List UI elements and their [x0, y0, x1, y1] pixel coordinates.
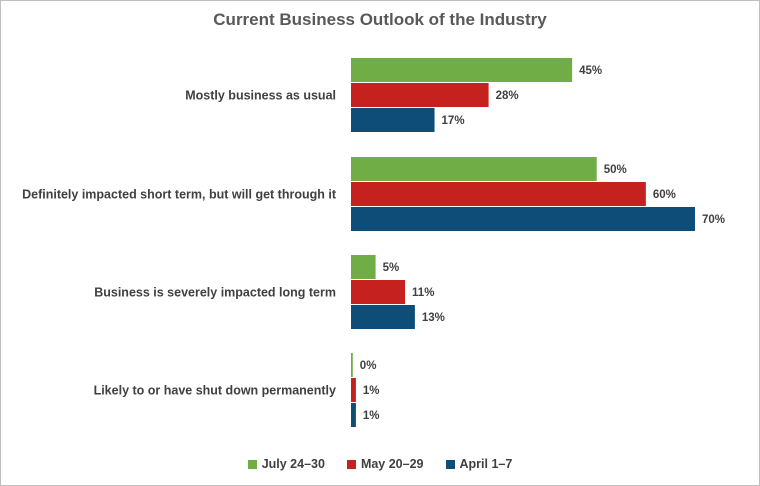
bar: [351, 83, 489, 107]
bar-value-label: 17%: [442, 115, 465, 127]
bar-value-label: 1%: [363, 410, 380, 422]
legend-swatch: [445, 459, 455, 469]
bar: [351, 403, 356, 427]
bar: [351, 255, 376, 279]
chart-legend: July 24–30 May 20–29 April 1–7: [0, 457, 760, 471]
bar-value-label: 5%: [383, 262, 400, 274]
category-label: Definitely impacted short term, but will…: [22, 188, 337, 202]
bar-value-label: 45%: [579, 65, 602, 77]
bar-value-label: 70%: [702, 214, 725, 226]
legend-label: July 24–30: [261, 457, 325, 471]
bar-value-label: 0%: [360, 360, 377, 372]
bar-value-label: 11%: [412, 287, 434, 299]
legend-label: May 20–29: [360, 457, 424, 471]
bar: [351, 305, 415, 329]
bar: [351, 157, 597, 181]
legend-item: April 1–7: [445, 457, 513, 471]
bar: [351, 378, 356, 402]
bar-value-label: 50%: [604, 164, 627, 176]
bar: [351, 353, 353, 377]
bar-value-label: 60%: [653, 189, 676, 201]
legend-item: July 24–30: [247, 457, 325, 471]
chart-title: Current Business Outlook of the Industry: [213, 10, 547, 29]
category-label: Likely to or have shut down permanently: [94, 384, 336, 398]
category-label: Business is severely impacted long term: [94, 286, 336, 300]
legend-swatch: [247, 459, 257, 469]
bar: [351, 58, 573, 82]
bar-value-label: 28%: [496, 90, 519, 102]
bar: [351, 108, 435, 132]
legend-label: April 1–7: [459, 457, 513, 471]
legend-swatch: [346, 459, 356, 469]
bar: [351, 280, 406, 304]
legend-item: May 20–29: [346, 457, 424, 471]
bar-value-label: 13%: [422, 312, 445, 324]
bar: [351, 207, 695, 231]
bar-value-label: 1%: [363, 385, 380, 397]
bar: [351, 182, 646, 206]
category-label: Mostly business as usual: [185, 89, 336, 103]
